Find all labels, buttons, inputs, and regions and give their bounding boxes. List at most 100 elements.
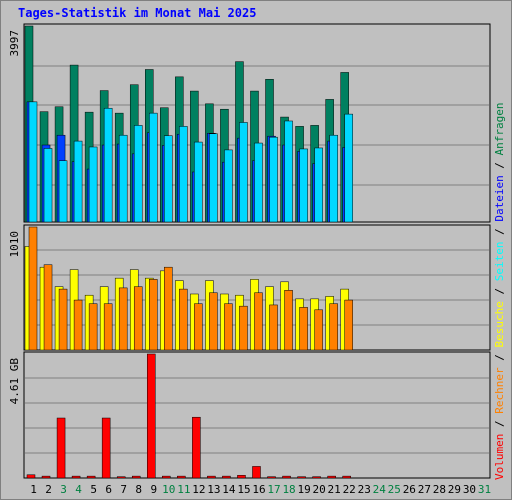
bar-seiten [239,122,248,223]
bar-rechner [299,307,308,351]
bar-volumen [147,353,156,479]
bar-seiten [344,113,353,223]
legend-separator: / [493,221,506,242]
legend-item-anfragen: Anfragen [493,102,506,156]
bar-volumen [327,475,336,479]
x-tick-label: 10 [162,483,175,496]
bar-rechner [314,309,323,351]
legend-item-dateien: Dateien [493,175,506,222]
bar-rechner [118,287,128,351]
x-tick-label: 18 [282,483,295,496]
x-tick-label: 3 [60,483,67,496]
bar-rechner [344,299,353,351]
legend-item-seiten: Seiten [493,241,506,282]
bar-seiten [194,141,203,223]
bar-rechner [103,303,113,351]
bar-seiten [179,126,188,223]
legend-item-volumen: Volumen [493,433,506,480]
bar-volumen [192,416,201,479]
bar-seiten [299,148,308,223]
x-tick-label: 12 [192,483,205,496]
bar-seiten [209,133,218,223]
legend-separator: / [493,281,506,302]
bar-seiten [329,134,338,223]
bar-rechner [88,303,98,351]
x-tick-label: 4 [75,483,82,496]
bar-rechner [28,226,38,351]
bar-volumen [207,475,216,479]
bar-seiten [28,101,38,223]
bar-rechner [58,288,68,351]
bar-volumen [101,417,111,479]
x-tick-label: 14 [222,483,236,496]
bar-volumen [237,475,246,479]
x-tick-label: 24 [373,483,387,496]
bar-volumen [131,475,141,479]
x-tick-label: 6 [105,483,112,496]
x-tick-label: 7 [120,483,127,496]
bar-seiten [254,142,263,223]
bar-seiten [103,107,113,223]
y-max-label: 4.61 GB [8,358,21,405]
x-tick-label: 26 [403,483,416,496]
bar-volumen [116,476,126,479]
x-tick-label: 13 [207,483,220,496]
bar-volumen [222,475,231,479]
x-tick-label: 22 [343,483,356,496]
bar-rechner [194,303,203,351]
x-tick-label: 8 [135,483,142,496]
bar-rechner [239,305,248,351]
bar-volumen [86,475,96,479]
bar-volumen [312,476,321,479]
chart-title: Tages-Statistik im Monat Mai 2025 [18,6,257,20]
x-tick-label: 9 [150,483,157,496]
bar-rechner [179,288,188,351]
bar-volumen [56,417,66,479]
bar-rechner [254,292,263,351]
x-tick-label: 27 [418,483,431,496]
bar-rechner [329,303,338,351]
x-tick-label: 21 [328,483,341,496]
bar-volumen [71,475,81,479]
bar-seiten [118,134,128,223]
bar-rechner [224,303,233,351]
x-tick-label: 11 [177,483,190,496]
bar-seiten [224,149,233,223]
bar-seiten [314,147,323,223]
bar-rechner [269,304,278,351]
legend-separator: / [493,413,506,434]
legend: Volumen / Rechner / Besuche / Seiten / D… [490,102,510,480]
bar-seiten [58,160,68,223]
bar-rechner [209,292,218,351]
panel-bottom [23,351,491,479]
bar-seiten [269,136,278,223]
x-tick-label: 2 [45,483,52,496]
bar-rechner [43,264,53,351]
x-tick-label: 25 [388,483,401,496]
bar-volumen [252,466,261,479]
bar-seiten [133,125,143,223]
x-tick-label: 5 [90,483,97,496]
bar-rechner [164,266,173,351]
bar-seiten [88,146,98,223]
legend-item-besuche: Besuche [493,301,506,348]
legend-text: Volumen / Rechner / Besuche / Seiten / D… [490,102,510,480]
legend-separator: / [493,347,506,368]
legend-separator: / [493,155,506,176]
x-tick-label: 20 [313,483,326,496]
x-tick-label: 19 [297,483,310,496]
x-tick-label: 16 [252,483,265,496]
legend-item-rechner: Rechner [493,367,506,414]
bar-volumen [41,475,51,479]
x-tick-label: 15 [237,483,250,496]
x-tick-label: 31 [478,483,491,496]
x-tick-label: 29 [448,483,461,496]
x-tick-label: 23 [358,483,371,496]
bar-seiten [73,140,83,223]
bar-seiten [284,120,293,223]
x-tick-label: 28 [433,483,446,496]
x-tick-label: 17 [267,483,280,496]
bar-volumen [267,476,276,479]
y-max-label: 1010 [8,231,21,258]
